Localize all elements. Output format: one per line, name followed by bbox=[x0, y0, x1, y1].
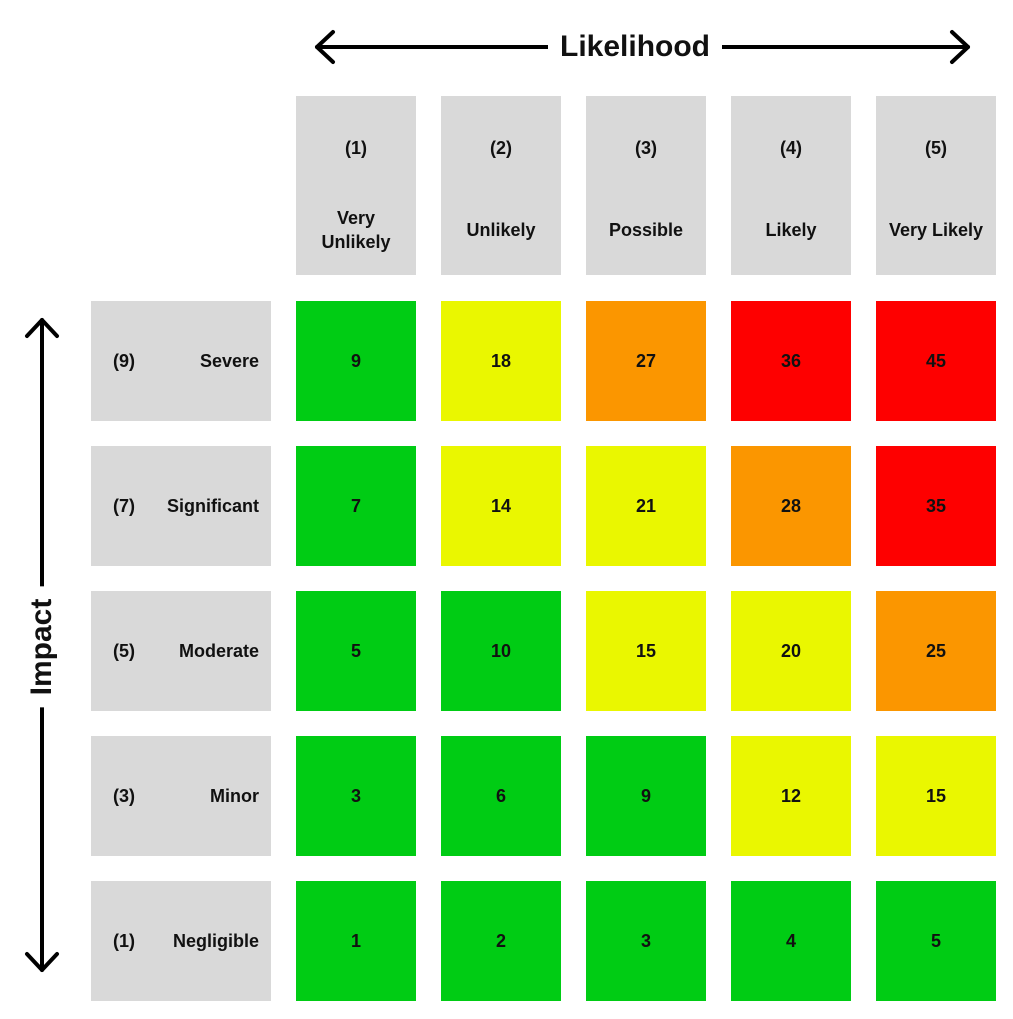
column-label: Likely bbox=[765, 220, 817, 240]
risk-cell: 3 bbox=[296, 736, 416, 856]
row-header: (3) Minor bbox=[91, 736, 271, 856]
column-number: (3) bbox=[635, 138, 657, 158]
column-label: Very Likely bbox=[888, 220, 984, 240]
risk-cell: 25 bbox=[876, 591, 996, 711]
row-label: Significant bbox=[166, 495, 259, 516]
risk-cell: 6 bbox=[441, 736, 561, 856]
row-label: Negligible bbox=[172, 930, 259, 951]
row-number: (5) bbox=[113, 640, 135, 661]
risk-cell: 9 bbox=[586, 736, 706, 856]
likelihood-title: Likelihood bbox=[548, 28, 722, 66]
risk-cell: 45 bbox=[876, 301, 996, 421]
column-number: (5) bbox=[925, 138, 947, 158]
risk-cell: 36 bbox=[731, 301, 851, 421]
row-header: (9) Severe bbox=[91, 301, 271, 421]
risk-cell: 5 bbox=[296, 591, 416, 711]
risk-cell: 5 bbox=[876, 881, 996, 1001]
risk-cell: 20 bbox=[731, 591, 851, 711]
risk-cell: 3 bbox=[586, 881, 706, 1001]
risk-cell: 35 bbox=[876, 446, 996, 566]
impact-arrow-head-top bbox=[25, 318, 59, 338]
column-header: (4) Likely bbox=[731, 96, 851, 275]
risk-cell: 12 bbox=[731, 736, 851, 856]
risk-cell: 7 bbox=[296, 446, 416, 566]
column-number: (2) bbox=[490, 138, 512, 158]
column-number: (4) bbox=[780, 138, 802, 158]
column-header: (5) Very Likely bbox=[876, 96, 996, 275]
risk-cell: 10 bbox=[441, 591, 561, 711]
row-number: (9) bbox=[113, 350, 135, 371]
risk-cell: 15 bbox=[876, 736, 996, 856]
column-header: (1) Very Unlikely bbox=[296, 96, 416, 275]
column-label: Very Unlikely bbox=[321, 208, 391, 252]
row-label: Severe bbox=[199, 350, 259, 371]
risk-cell: 28 bbox=[731, 446, 851, 566]
risk-cell: 14 bbox=[441, 446, 561, 566]
risk-cell: 9 bbox=[296, 301, 416, 421]
column-number: (1) bbox=[345, 138, 367, 158]
row-label: Minor bbox=[210, 785, 259, 806]
impact-title: Impact bbox=[23, 586, 61, 708]
risk-cell: 27 bbox=[586, 301, 706, 421]
column-label: Possible bbox=[608, 220, 684, 240]
risk-cell: 21 bbox=[586, 446, 706, 566]
column-label: Unlikely bbox=[466, 220, 536, 240]
likelihood-arrow-head-left bbox=[315, 30, 335, 64]
impact-arrow-head-bottom bbox=[25, 952, 59, 972]
likelihood-arrow-head-right bbox=[950, 30, 970, 64]
column-header: (3) Possible bbox=[586, 96, 706, 275]
risk-cell: 1 bbox=[296, 881, 416, 1001]
row-header: (1) Negligible bbox=[91, 881, 271, 1001]
row-number: (1) bbox=[113, 930, 135, 951]
row-header: (5) Moderate bbox=[91, 591, 271, 711]
risk-cell: 2 bbox=[441, 881, 561, 1001]
row-number: (7) bbox=[113, 495, 135, 516]
risk-cell: 4 bbox=[731, 881, 851, 1001]
row-label: Moderate bbox=[178, 640, 259, 661]
row-number: (3) bbox=[113, 785, 135, 806]
risk-cell: 18 bbox=[441, 301, 561, 421]
row-header: (7) Significant bbox=[91, 446, 271, 566]
column-header: (2) Unlikely bbox=[441, 96, 561, 275]
risk-cell: 15 bbox=[586, 591, 706, 711]
